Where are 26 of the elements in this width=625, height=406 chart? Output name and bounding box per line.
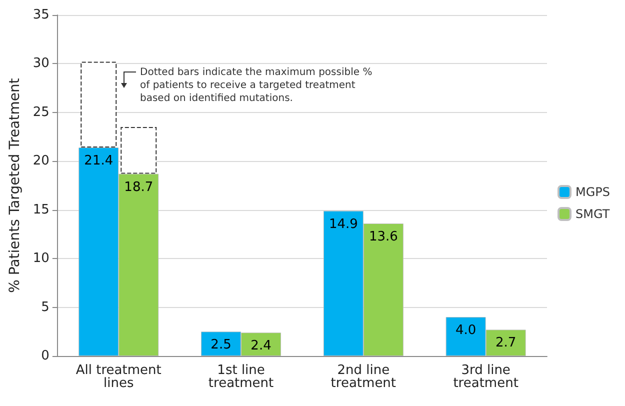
data-label: 14.9 <box>328 216 358 232</box>
annotation: Dotted bars indicate the maximum possible % of patients to receive a targeted treatment based on identified mutations. <box>140 67 372 104</box>
legend-label: MGPS <box>575 185 610 199</box>
y-tick-label: 30 <box>32 56 50 72</box>
data-label: 2.4 <box>250 338 272 354</box>
data-label: 21.4 <box>84 154 114 169</box>
data-label: 13.6 <box>368 229 398 244</box>
x-tick-label: 3rd line treatment <box>453 363 518 391</box>
y-tick-label: 25 <box>32 104 50 120</box>
y-tick-label: 35 <box>32 8 50 22</box>
y-tick-label: 10 <box>32 251 50 266</box>
x-tick-label: 2nd line treatment <box>330 363 396 391</box>
y-tick-label: 0 <box>41 348 50 364</box>
bar <box>120 127 157 174</box>
data-label: 4.0 <box>455 323 476 338</box>
x-tick-label: 1st line treatment <box>208 363 274 391</box>
data-label: 18.7 <box>124 180 154 195</box>
legend-label: SMGT <box>575 207 610 221</box>
y-tick-label: 15 <box>32 202 50 218</box>
bar <box>80 62 117 148</box>
x-tick-label: All treatment lines <box>76 363 162 391</box>
data-label: 2.5 <box>210 338 232 353</box>
y-tick-label: 20 <box>32 154 50 169</box>
data-label: 2.7 <box>495 336 516 351</box>
y-axis-title: % Patients Targeted Treatment <box>7 78 23 293</box>
y-tick-label: 5 <box>41 300 50 315</box>
